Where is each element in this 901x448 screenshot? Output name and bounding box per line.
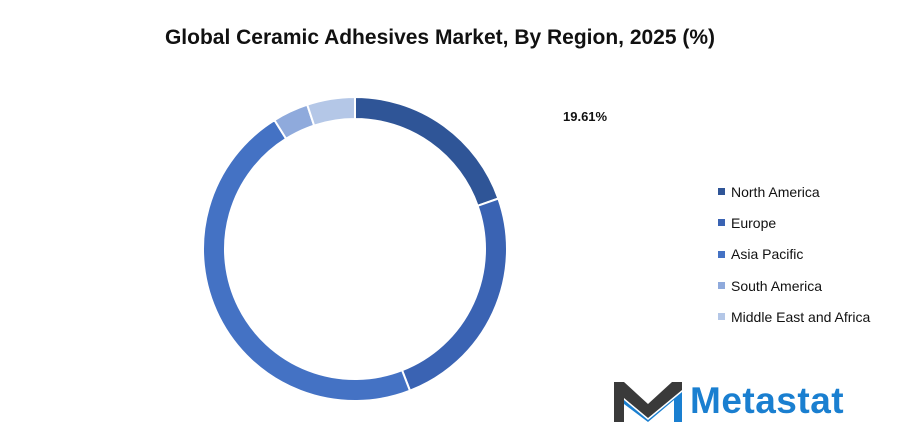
metastat-logo-icon	[614, 382, 682, 422]
legend-label: North America	[731, 183, 820, 200]
legend-swatch	[718, 282, 725, 290]
slice-europe	[400, 197, 508, 393]
slice-asia-pacific	[202, 118, 412, 402]
metastat-logo-text: Metastat	[690, 380, 845, 421]
chart-title: Global Ceramic Adhesives Market, By Regi…	[164, 26, 716, 49]
legend-label: South America	[731, 277, 823, 294]
legend-item: South America	[718, 270, 870, 301]
legend-label: Europe	[731, 214, 777, 231]
data-label-north-america: 19.61%	[563, 109, 608, 124]
legend-item: Europe	[718, 207, 870, 238]
legend-label: Middle East and Africa	[731, 308, 871, 325]
legend-swatch	[718, 188, 725, 196]
legend-swatch	[718, 219, 725, 227]
slice-middle-east-and-africa	[305, 95, 356, 127]
legend-swatch	[718, 313, 725, 321]
legend-item: Middle East and Africa	[718, 301, 870, 332]
legend-item: Asia Pacific	[718, 239, 870, 270]
metastat-logo: Metastat	[612, 378, 844, 424]
legend-label: Asia Pacific	[731, 246, 804, 263]
legend-item: North America	[718, 176, 870, 207]
legend-swatch	[718, 250, 725, 258]
legend: North America Europe Asia Pacific South Ame…	[718, 176, 870, 332]
slice-north-america	[354, 95, 500, 208]
